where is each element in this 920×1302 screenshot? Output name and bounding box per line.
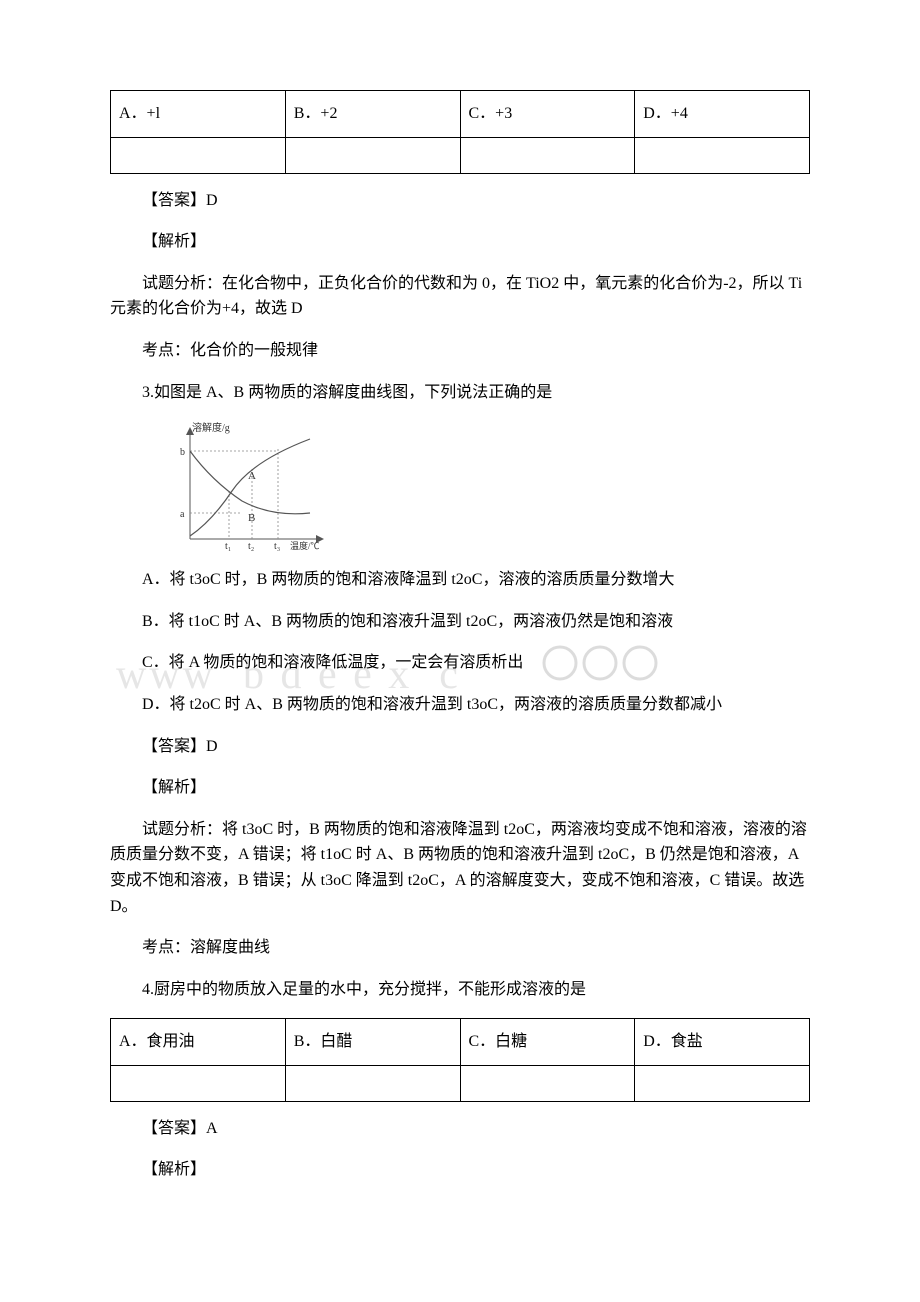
q4-opt-a: A．食用油	[111, 1019, 286, 1066]
curve-b	[190, 451, 310, 514]
q4-opt-c: C．白糖	[460, 1019, 635, 1066]
q2-opt-d: D．+4	[635, 91, 810, 138]
table-row	[111, 137, 810, 173]
q3-opt-d-text: D．将 t2oC 时 A、B 两物质的饱和溶液升温到 t3oC，两溶液的溶质质量…	[142, 696, 722, 713]
q2-opt-b: B．+2	[285, 91, 460, 138]
q3-opt-a: A．将 t3oC 时，B 两物质的饱和溶液降温到 t2oC，溶液的溶质质量分数增…	[110, 567, 810, 593]
label-t3: t₃	[274, 541, 280, 551]
q2-opt-a: A．+l	[111, 91, 286, 138]
q3-answer: 【答案】D	[110, 734, 810, 760]
q4-opt-b: B．白醋	[285, 1019, 460, 1066]
q2-analysis: 试题分析：在化合物中，正负化合价的代数和为 0，在 TiO2 中，氧元素的化合价…	[110, 271, 810, 322]
q3-point: 考点：溶解度曲线	[110, 935, 810, 961]
q3-opt-c: C．将 A 物质的饱和溶液降低温度，一定会有溶质析出	[110, 650, 810, 676]
table-row	[111, 1065, 810, 1101]
q4-opt-d: D．食盐	[635, 1019, 810, 1066]
label-a: A	[248, 470, 256, 482]
q4-answer: 【答案】A	[110, 1116, 810, 1142]
q3-stem: 3.如图是 A、B 两物质的溶解度曲线图，下列说法正确的是	[110, 380, 810, 406]
q4-explain-label: 【解析】	[110, 1157, 810, 1183]
label-t1: t₁	[225, 541, 231, 551]
solubility-chart-svg: 溶解度/g A B b a t₁ t₂ t₃ 温度/℃	[152, 421, 332, 551]
q2-explain-label: 【解析】	[110, 229, 810, 255]
label-b-tick: b	[180, 447, 185, 458]
q4-stem: 4.厨房中的物质放入足量的水中，充分搅拌，不能形成溶液的是	[110, 977, 810, 1003]
solubility-chart: 溶解度/g A B b a t₁ t₂ t₃ 温度/℃	[152, 421, 332, 551]
q2-opt-c: C．+3	[460, 91, 635, 138]
q2-answer: 【答案】D	[110, 188, 810, 214]
q3-analysis-text: 试题分析：将 t3oC 时，B 两物质的饱和溶液降温到 t2oC，两溶液均变成不…	[110, 821, 807, 915]
q4-options-table: A．食用油 B．白醋 C．白糖 D．食盐	[110, 1018, 810, 1102]
label-b: B	[248, 512, 255, 524]
table-row: A．+l B．+2 C．+3 D．+4	[111, 91, 810, 138]
q2-options-table: A．+l B．+2 C．+3 D．+4	[110, 90, 810, 174]
q2-point: 考点：化合价的一般规律	[110, 338, 810, 364]
y-axis-label: 溶解度/g	[192, 421, 230, 434]
q3-analysis: 试题分析：将 t3oC 时，B 两物质的饱和溶液降温到 t2oC，两溶液均变成不…	[110, 817, 810, 919]
label-t2: t₂	[248, 541, 254, 551]
q3-opt-b: B．将 t1oC 时 A、B 两物质的饱和溶液升温到 t2oC，两溶液仍然是饱和…	[110, 609, 810, 635]
q3-opt-d: D．将 t2oC 时 A、B 两物质的饱和溶液升温到 t3oC，两溶液的溶质质量…	[110, 692, 810, 718]
label-a-tick: a	[180, 509, 185, 520]
q3-explain-label: 【解析】	[110, 775, 810, 801]
x-axis-label: 温度/℃	[290, 540, 320, 551]
q2-analysis-text: 试题分析：在化合物中，正负化合价的代数和为 0，在 TiO2 中，氧元素的化合价…	[110, 275, 802, 318]
table-row: A．食用油 B．白醋 C．白糖 D．食盐	[111, 1019, 810, 1066]
